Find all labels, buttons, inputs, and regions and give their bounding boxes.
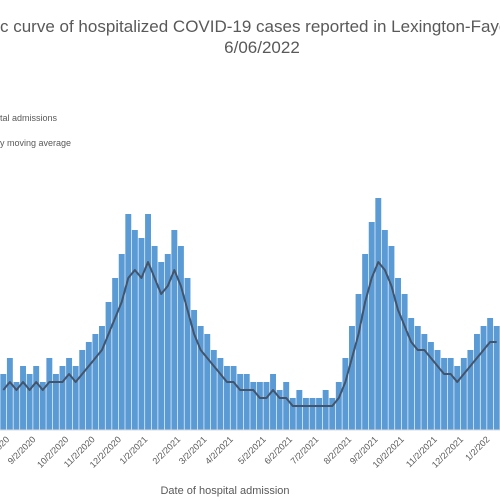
x-tick-label: 2/2/2021 bbox=[150, 434, 182, 466]
bar bbox=[349, 326, 355, 430]
x-tick-label: 4/2/2021 bbox=[203, 434, 235, 466]
bar bbox=[158, 262, 165, 430]
bar bbox=[375, 198, 382, 430]
bar bbox=[454, 366, 461, 430]
bar bbox=[441, 358, 448, 430]
moving-average-line bbox=[2, 261, 497, 407]
bar bbox=[270, 374, 276, 430]
bar bbox=[66, 358, 73, 430]
bar bbox=[171, 230, 178, 430]
bar bbox=[427, 342, 434, 430]
bar bbox=[46, 358, 53, 430]
x-tick-label: 6/2/2021 bbox=[262, 434, 294, 466]
bar bbox=[414, 326, 421, 430]
bar bbox=[39, 382, 46, 430]
bar bbox=[480, 326, 487, 430]
bar bbox=[145, 214, 151, 430]
x-axis-title: Date of hospital admission bbox=[160, 485, 289, 497]
bar bbox=[388, 246, 395, 430]
bar bbox=[204, 334, 211, 430]
bar bbox=[276, 390, 283, 430]
legend-label: tal admissions bbox=[0, 113, 58, 123]
bar bbox=[230, 366, 237, 430]
bar bbox=[467, 350, 474, 430]
bar bbox=[92, 334, 99, 430]
bar bbox=[210, 350, 217, 430]
bar bbox=[296, 390, 303, 430]
bar bbox=[59, 366, 66, 430]
bar bbox=[125, 214, 132, 430]
bar bbox=[434, 350, 441, 430]
bar bbox=[401, 294, 408, 430]
bar bbox=[138, 238, 145, 430]
bar bbox=[26, 374, 33, 430]
bar bbox=[191, 310, 198, 430]
bar bbox=[302, 398, 309, 430]
bar bbox=[487, 318, 494, 430]
bar bbox=[460, 358, 467, 430]
bar bbox=[421, 334, 428, 430]
x-tick-label: 3/2/2021 bbox=[177, 434, 209, 466]
bar bbox=[335, 382, 342, 430]
bar bbox=[362, 254, 369, 430]
bar bbox=[33, 366, 40, 430]
bar bbox=[164, 254, 171, 430]
x-tick-label: 7/2/2021 bbox=[289, 434, 321, 466]
bar bbox=[217, 358, 224, 430]
bar bbox=[381, 230, 388, 430]
bar bbox=[243, 374, 250, 430]
bar bbox=[79, 350, 86, 430]
bar bbox=[447, 358, 454, 430]
bar bbox=[395, 278, 401, 430]
bar bbox=[6, 358, 13, 430]
legend-label: y moving average bbox=[0, 138, 71, 148]
bar bbox=[99, 326, 105, 430]
bar bbox=[105, 302, 112, 430]
bar bbox=[263, 382, 270, 430]
bar bbox=[112, 278, 119, 430]
bar bbox=[20, 366, 26, 430]
bar bbox=[474, 334, 480, 430]
bar bbox=[197, 326, 204, 430]
bar bbox=[52, 374, 59, 430]
x-tick-label: 1/2/2021 bbox=[118, 434, 150, 466]
x-tick-label: 5/2/2021 bbox=[236, 434, 268, 466]
bar bbox=[0, 374, 7, 430]
bar bbox=[131, 230, 138, 430]
bar bbox=[151, 246, 158, 430]
chart-title: c curve of hospitalized COVID-19 cases r… bbox=[0, 17, 500, 36]
bar bbox=[184, 278, 191, 430]
x-tick-label: 9/2/2020 bbox=[6, 434, 38, 466]
bar bbox=[342, 358, 349, 430]
bar bbox=[322, 390, 329, 430]
chart-subtitle: 6/06/2022 bbox=[224, 38, 300, 57]
bar bbox=[408, 318, 415, 430]
bar bbox=[85, 342, 92, 430]
bar bbox=[256, 382, 263, 430]
bar bbox=[309, 398, 316, 430]
bar bbox=[224, 366, 230, 430]
bar bbox=[355, 294, 362, 430]
bar bbox=[13, 382, 20, 430]
bar bbox=[283, 382, 290, 430]
bar bbox=[250, 382, 257, 430]
bar bbox=[72, 366, 79, 430]
bar bbox=[118, 254, 125, 430]
bar bbox=[289, 398, 296, 430]
bar bbox=[316, 398, 323, 430]
x-tick-label: 1/2/202 bbox=[463, 434, 491, 462]
x-tick-label: 8/2/2021 bbox=[322, 434, 354, 466]
bar bbox=[368, 222, 375, 430]
bar bbox=[237, 374, 244, 430]
bar bbox=[177, 246, 184, 430]
bar bbox=[493, 326, 500, 430]
bar bbox=[329, 398, 336, 430]
